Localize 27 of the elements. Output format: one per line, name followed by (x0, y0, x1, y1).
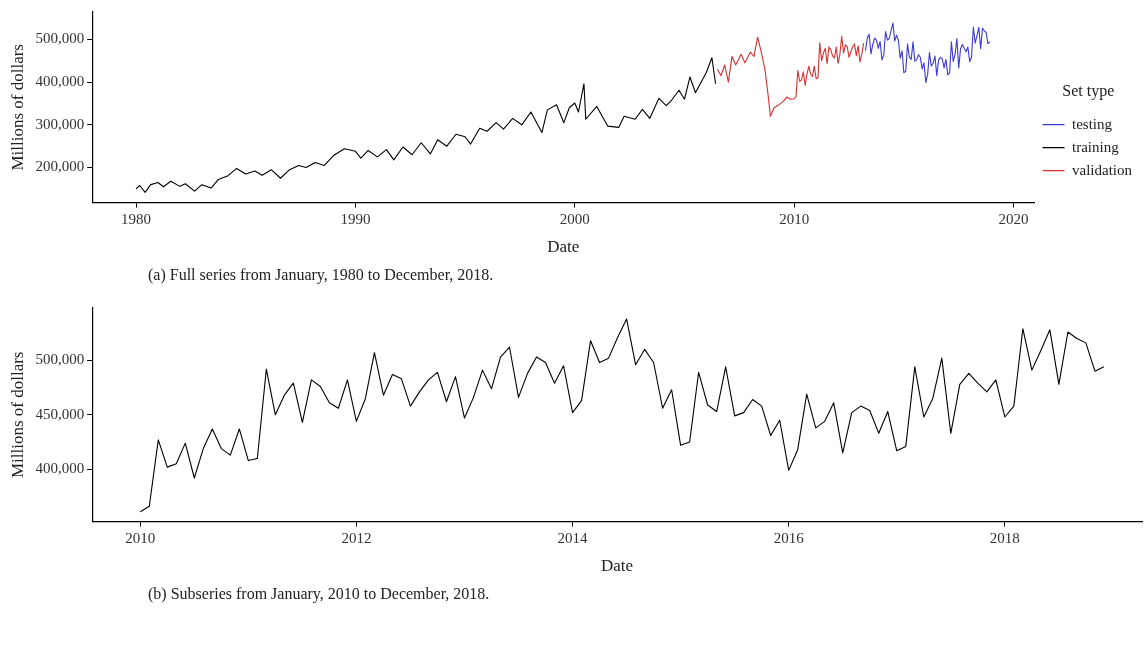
y-tick-label: 450,000 (35, 405, 85, 422)
y-tick-label: 400,000 (35, 460, 85, 477)
y-tick-label: 500,000 (35, 351, 85, 368)
y-tick-label: 500,000 (35, 30, 85, 47)
x-axis-title: Date (601, 556, 634, 576)
legend-label: testing (1072, 115, 1113, 132)
y-axis-title: Millions of dollars (7, 44, 27, 171)
y-tick-label: 400,000 (35, 73, 85, 90)
y-axis-title: Millions of dollars (7, 351, 27, 479)
text: (b) Subseries from January, 2010 to December, 2018. (147, 584, 491, 605)
legend-title: Set type (1062, 82, 1115, 101)
legend-label: validation (1072, 161, 1133, 178)
x-tick-label: 2020 (998, 210, 1029, 227)
x-tick-label: 2018 (989, 529, 1020, 546)
x-tick-label: 2010 (125, 529, 156, 546)
x-tick-label: 2016 (773, 529, 805, 546)
x-axis-title: Date (547, 237, 580, 257)
x-tick-label: 1980 (121, 210, 152, 227)
y-tick-label: 300,000 (35, 115, 85, 132)
x-tick-label: 1990 (340, 210, 371, 227)
x-tick-label: 2010 (779, 210, 810, 227)
x-tick-label: 2000 (559, 210, 590, 227)
text: (a) Full series from January, 1980 to December, 2018. (147, 265, 495, 286)
x-tick-label: 2014 (557, 529, 589, 546)
x-tick-label: 2012 (341, 529, 372, 546)
y-tick-label: 200,000 (35, 158, 85, 175)
legend-label: training (1072, 138, 1120, 155)
